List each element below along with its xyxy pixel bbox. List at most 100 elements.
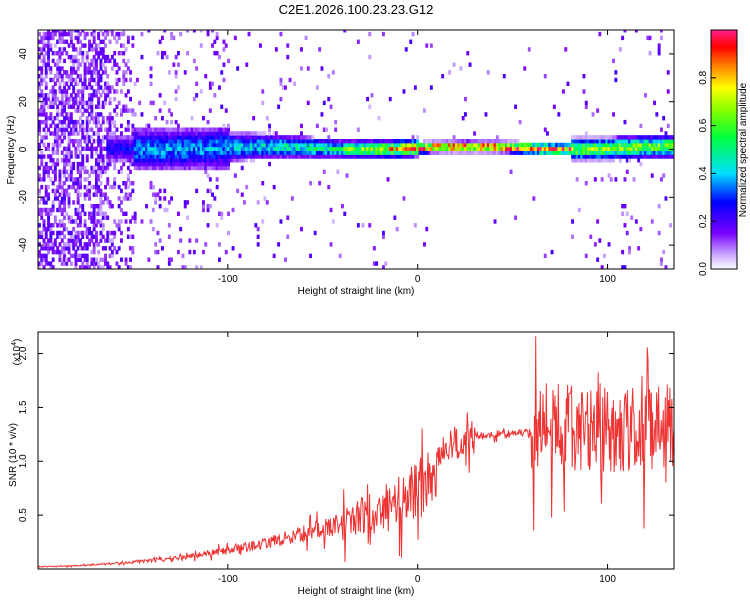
spectrogram-cell <box>170 119 173 125</box>
spectrogram-cell <box>179 165 183 171</box>
spectrogram-cell <box>195 131 199 136</box>
spectrogram-cell <box>115 127 119 132</box>
spectrogram-cell <box>44 100 48 106</box>
spectrogram-cell <box>58 81 62 86</box>
spectrogram-cell <box>261 131 265 136</box>
spectrogram-cell <box>236 150 240 155</box>
spectrogram-cell <box>334 154 338 159</box>
spectrogram-cell <box>72 104 76 109</box>
spectrogram-cell <box>609 158 613 163</box>
spectrogram-cell <box>74 230 78 236</box>
spectrogram-cell <box>208 177 212 182</box>
spectrogram-cell <box>281 150 285 155</box>
spectrogram-cell <box>158 238 162 243</box>
spectrogram-cell <box>74 234 78 239</box>
spectrogram-cell <box>580 150 584 155</box>
spectrogram-cell <box>104 169 107 174</box>
spectrogram-cell <box>477 146 481 151</box>
spectrogram-cell <box>83 74 87 79</box>
spectrogram-cell <box>104 58 107 64</box>
spectrogram-cell <box>268 142 271 148</box>
spectrogram-cell <box>147 158 151 163</box>
spectrogram-x-label: Height of straight line (km) <box>298 286 415 297</box>
spectrogram-cell <box>206 165 210 171</box>
spectrogram-cell <box>521 142 524 148</box>
spectrogram-cell <box>254 154 258 159</box>
spectrogram-cell <box>309 253 312 259</box>
spectrogram-cell <box>404 154 408 159</box>
spectrogram-cell <box>644 146 647 151</box>
spectrogram-cell <box>92 204 96 209</box>
spectrogram-cell <box>101 54 105 60</box>
spectrogram-cell <box>402 196 406 201</box>
spectrogram-cell <box>95 51 98 56</box>
spectrogram-cell <box>215 127 219 132</box>
spectrogram-cell <box>149 74 153 79</box>
spectrogram-cell <box>199 150 203 155</box>
spectrogram-cell <box>206 31 210 37</box>
spectrogram-cell <box>361 139 365 144</box>
spectrogram-cell <box>213 165 217 171</box>
spectrogram-cell <box>309 135 312 140</box>
spectrogram-cell <box>539 142 543 148</box>
spectrogram-cell <box>97 135 101 140</box>
spectrogram-cell <box>92 89 96 94</box>
spectrogram-cell <box>639 135 643 140</box>
spectrogram-cell <box>74 261 78 266</box>
spectrogram-cell <box>67 154 71 159</box>
spectrogram-cell <box>88 230 91 236</box>
spectrogram-cell <box>92 261 96 266</box>
spectrogram-cell <box>47 66 50 71</box>
spectrogram-cell <box>38 123 41 129</box>
spectrogram-cell <box>195 158 199 163</box>
spectrogram-cell <box>129 77 132 83</box>
spectrogram-cell <box>363 142 367 148</box>
spectrogram-cell <box>74 108 78 113</box>
spectrogram-cell <box>174 96 178 102</box>
spectrogram-cell <box>354 142 358 148</box>
spectrogram-cell <box>404 47 408 52</box>
spectrogram-cell <box>179 154 183 159</box>
spectrogram-cell <box>208 161 212 167</box>
spectrogram-cell <box>366 96 369 102</box>
spectrogram-cell <box>231 154 235 159</box>
spectrogram-cell <box>88 119 91 125</box>
spectrogram-cell <box>222 165 226 171</box>
spectrogram-cell <box>439 150 442 155</box>
spectrogram-cell <box>249 146 253 151</box>
spectrogram-cell <box>42 177 46 182</box>
spectrogram-cell <box>238 146 242 151</box>
spectrogram-cell <box>295 150 299 155</box>
spectrogram-cell <box>322 169 326 174</box>
spectrogram-cell <box>623 177 627 182</box>
spectrogram-cell <box>172 35 176 41</box>
spectrogram-cell <box>268 154 271 159</box>
spectrogram-cell <box>79 173 82 178</box>
spectrogram-cell <box>215 31 219 37</box>
spectrogram-cell <box>51 257 55 262</box>
spectrogram-cell <box>625 169 629 174</box>
spectrogram-cell <box>240 154 244 159</box>
spectrogram-cell <box>272 131 276 136</box>
spectrogram-cell <box>555 146 559 151</box>
spectrogram-cell <box>92 249 96 255</box>
spectrogram-cell <box>44 257 48 262</box>
spectrogram-cell <box>113 139 117 144</box>
spectrogram-cell <box>580 139 584 144</box>
spectrogram-cell <box>277 139 281 144</box>
spectrogram-cell <box>133 127 137 132</box>
spectrogram-cell <box>56 188 60 194</box>
spectrogram-cell <box>129 169 132 174</box>
spectrogram-cell <box>288 150 292 155</box>
spectrogram-cell <box>42 265 46 269</box>
spectrogram-cell <box>101 62 105 67</box>
spectrogram-cell <box>484 150 488 155</box>
spectrogram-cell <box>38 192 41 197</box>
spectrogram-cell <box>95 230 98 236</box>
spectrogram-cell <box>596 146 600 151</box>
spectrogram-cell <box>53 142 57 148</box>
spectrogram-cell <box>404 146 408 151</box>
spectrogram-cell <box>58 70 62 75</box>
spectrogram-cell <box>53 62 57 67</box>
spectrogram-cell <box>359 154 363 159</box>
